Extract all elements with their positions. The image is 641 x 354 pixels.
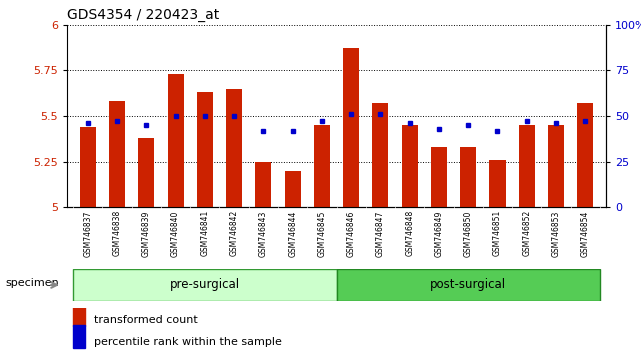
- Text: post-surgical: post-surgical: [430, 279, 506, 291]
- Text: GSM746844: GSM746844: [288, 210, 297, 257]
- Bar: [109, 101, 125, 207]
- Text: GDS4354 / 220423_at: GDS4354 / 220423_at: [67, 8, 220, 22]
- Text: GSM746851: GSM746851: [493, 210, 502, 256]
- Text: GSM746849: GSM746849: [435, 210, 444, 257]
- Text: GSM746838: GSM746838: [113, 210, 122, 256]
- Text: GSM746853: GSM746853: [551, 210, 560, 257]
- Bar: [79, 127, 96, 207]
- Text: GSM746842: GSM746842: [229, 210, 238, 256]
- Bar: [255, 161, 271, 207]
- Bar: [314, 125, 330, 207]
- Bar: [72, 325, 85, 348]
- Bar: [460, 147, 476, 207]
- Bar: [372, 103, 388, 207]
- Text: GSM746854: GSM746854: [581, 210, 590, 257]
- Bar: [548, 125, 564, 207]
- Text: GSM746845: GSM746845: [317, 210, 326, 257]
- Text: GSM746852: GSM746852: [522, 210, 531, 256]
- Bar: [285, 171, 301, 207]
- Bar: [490, 160, 506, 207]
- Text: GSM746846: GSM746846: [347, 210, 356, 257]
- Text: GSM746840: GSM746840: [171, 210, 180, 257]
- Text: percentile rank within the sample: percentile rank within the sample: [94, 337, 282, 347]
- Bar: [226, 88, 242, 207]
- Bar: [343, 48, 359, 207]
- Text: pre-surgical: pre-surgical: [170, 279, 240, 291]
- Bar: [73, 269, 337, 301]
- Text: GSM746848: GSM746848: [405, 210, 414, 256]
- Bar: [519, 125, 535, 207]
- Bar: [337, 269, 600, 301]
- Bar: [167, 74, 183, 207]
- Bar: [431, 147, 447, 207]
- Bar: [577, 103, 594, 207]
- Text: GSM746837: GSM746837: [83, 210, 92, 257]
- Bar: [402, 125, 418, 207]
- Text: GSM746843: GSM746843: [259, 210, 268, 257]
- Text: specimen: specimen: [5, 278, 59, 289]
- Text: transformed count: transformed count: [94, 315, 198, 325]
- Text: GSM746839: GSM746839: [142, 210, 151, 257]
- Text: GSM746841: GSM746841: [201, 210, 210, 256]
- Bar: [197, 92, 213, 207]
- Bar: [72, 302, 85, 326]
- Text: GSM746847: GSM746847: [376, 210, 385, 257]
- Text: GSM746850: GSM746850: [463, 210, 472, 257]
- Bar: [138, 138, 154, 207]
